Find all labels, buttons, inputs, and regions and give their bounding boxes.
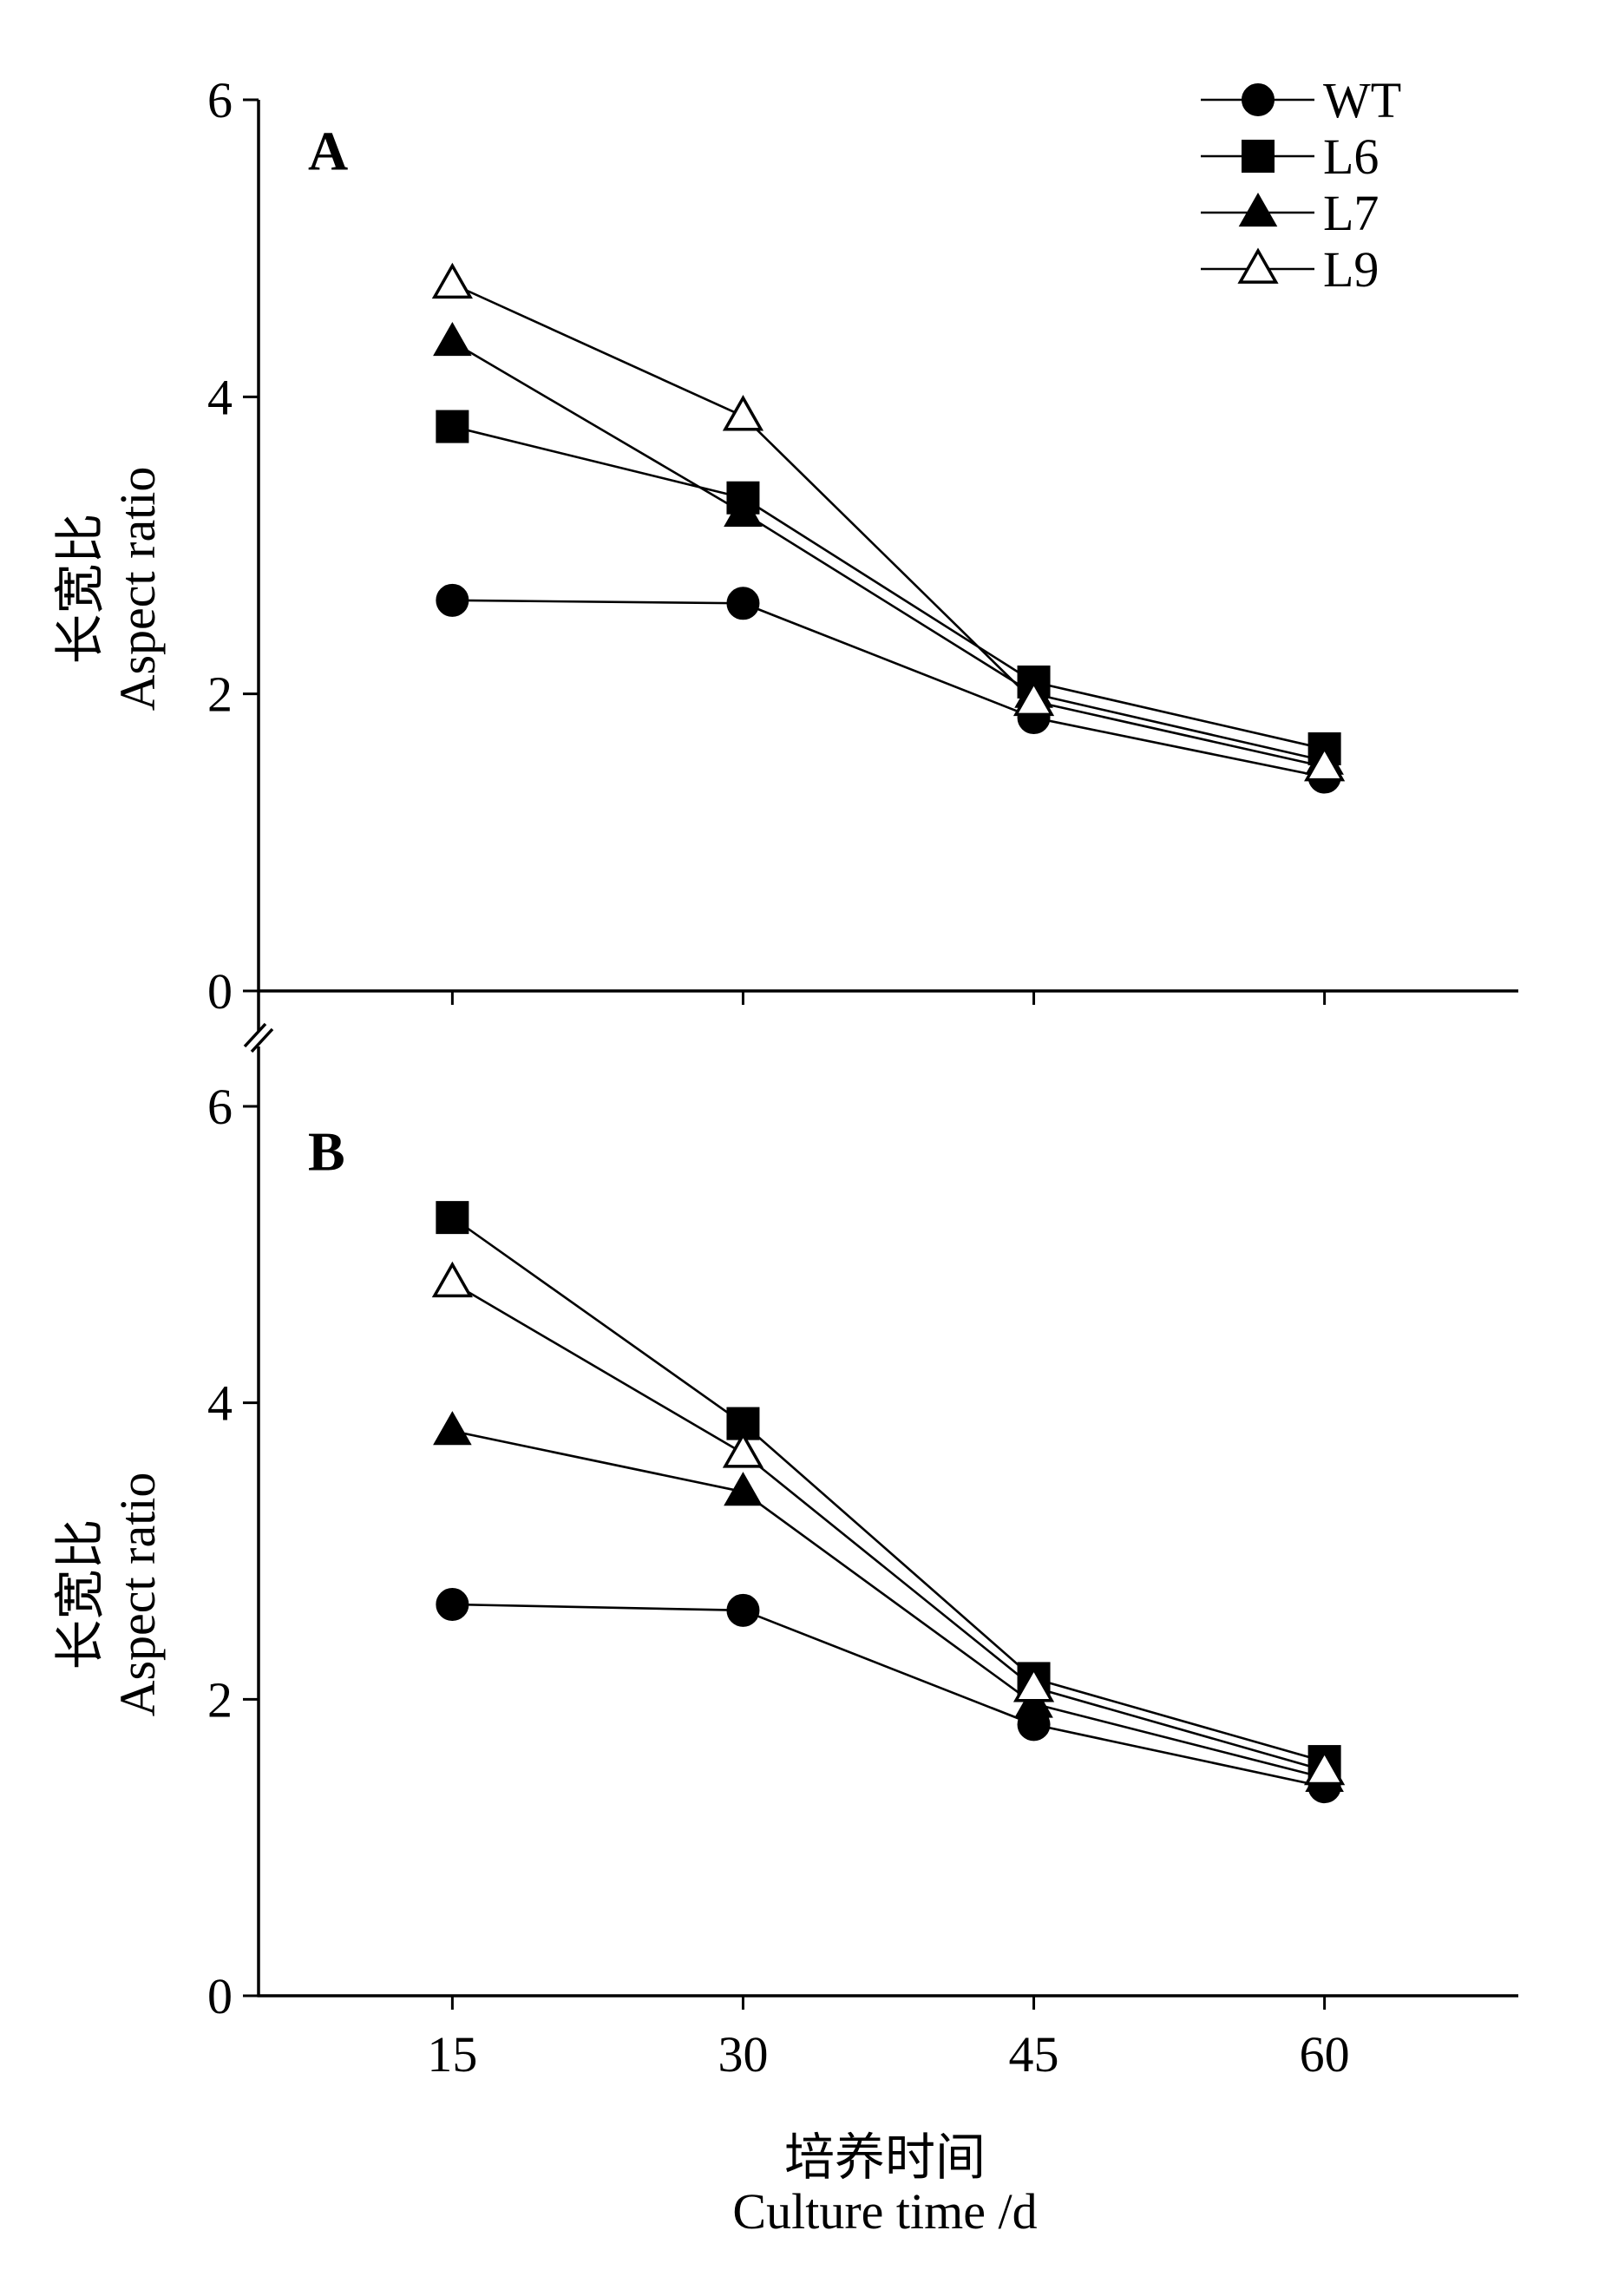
series-line-l7 [452,1429,1325,1780]
data-point-l9 [722,395,764,431]
x-axis-title-line: 培养时间 [784,2129,986,2186]
legend-item-l6: L6 [1201,128,1379,185]
x-tick-label: 45 [1009,2026,1059,2083]
panel-a-chart: 0 2 4 6 A 长宽比Aspect ratio [52,72,1518,1020]
panel-b-chart: 0 2 4 6 15 30 45 60 B 长宽比Aspect ratio [52,1079,1518,2083]
y-tick-label: 6 [207,72,233,128]
data-point-wt [726,587,760,620]
y-axis-title-line: Aspect ratio [109,1473,166,1717]
y-tick-label: 4 [207,1375,233,1432]
y-tick-label: 0 [207,963,233,1020]
data-point-l7 [433,321,472,357]
y-axis-title: 长宽比Aspect ratio [52,467,166,712]
panel-label: A [308,121,348,182]
series-line-wt [452,1603,1325,1788]
data-point-l9 [431,1261,473,1298]
data-point-l9 [1012,1666,1055,1702]
legend-marker [1242,140,1275,173]
series-line-l9 [451,1282,1325,1772]
series-line-l6 [451,1217,1325,1763]
x-tick-label: 60 [1300,2026,1350,2083]
y-axis-title-line: Aspect ratio [109,467,166,712]
data-point-l9 [722,1432,764,1468]
y-axis-title-line: 长宽比 [52,513,108,664]
data-point-wt [436,1588,469,1621]
data-point-l9 [1304,1748,1346,1786]
data-point-l7 [433,1411,472,1446]
y-axis-title: 长宽比Aspect ratio [52,1473,166,1717]
y-tick-label: 0 [207,1968,233,2024]
x-tick-label: 15 [427,2026,477,2083]
y-tick-label: 2 [207,1671,233,1728]
legend-item-l7: L7 [1201,185,1379,241]
legend-marker [1238,192,1278,227]
legend-label: L9 [1323,241,1379,298]
legend-label: L7 [1323,185,1379,241]
data-point-l9 [1012,679,1055,717]
series-markers-l6 [436,1201,1341,1779]
series-markers-l7 [433,1411,1344,1792]
legend-marker [1237,247,1279,284]
y-axis-title-line: 长宽比 [52,1519,108,1670]
x-axis-title-line: Culture time /d [732,2183,1037,2240]
axis-break-slash [243,1022,267,1048]
legend-item-l9: L9 [1201,241,1379,298]
y-tick-label: 6 [207,1079,233,1135]
series-markers-l9 [431,1261,1346,1786]
legend-label: WT [1323,72,1401,128]
x-tick-label: 30 [718,2026,768,2083]
series-line-l7 [451,340,1325,762]
legend-item-wt: WT [1201,72,1401,128]
data-point-l6 [436,1201,469,1235]
axis-break-slash [250,1027,274,1053]
series-line-l9 [451,283,1325,768]
data-point-wt [726,1593,760,1627]
series-markers-l6 [436,410,1341,765]
y-tick-label: 4 [207,369,233,425]
legend-marker [1242,83,1275,116]
data-point-l7 [724,1472,763,1506]
series-markers-l7 [433,321,1344,775]
y-tick-label: 2 [207,666,233,723]
panel-label: B [308,1121,345,1183]
data-point-l9 [431,262,473,299]
series-markers-l9 [431,262,1346,782]
data-point-l7 [724,492,763,527]
series-markers-wt [436,1588,1341,1804]
data-point-wt [436,583,469,617]
data-point-l9 [1304,745,1346,782]
series-markers-wt [436,583,1341,794]
axis-break-mark [241,991,276,1106]
legend-label: L6 [1323,128,1379,185]
data-point-l6 [436,410,469,443]
series-line-wt [452,599,1325,778]
series-line-l6 [452,425,1325,751]
